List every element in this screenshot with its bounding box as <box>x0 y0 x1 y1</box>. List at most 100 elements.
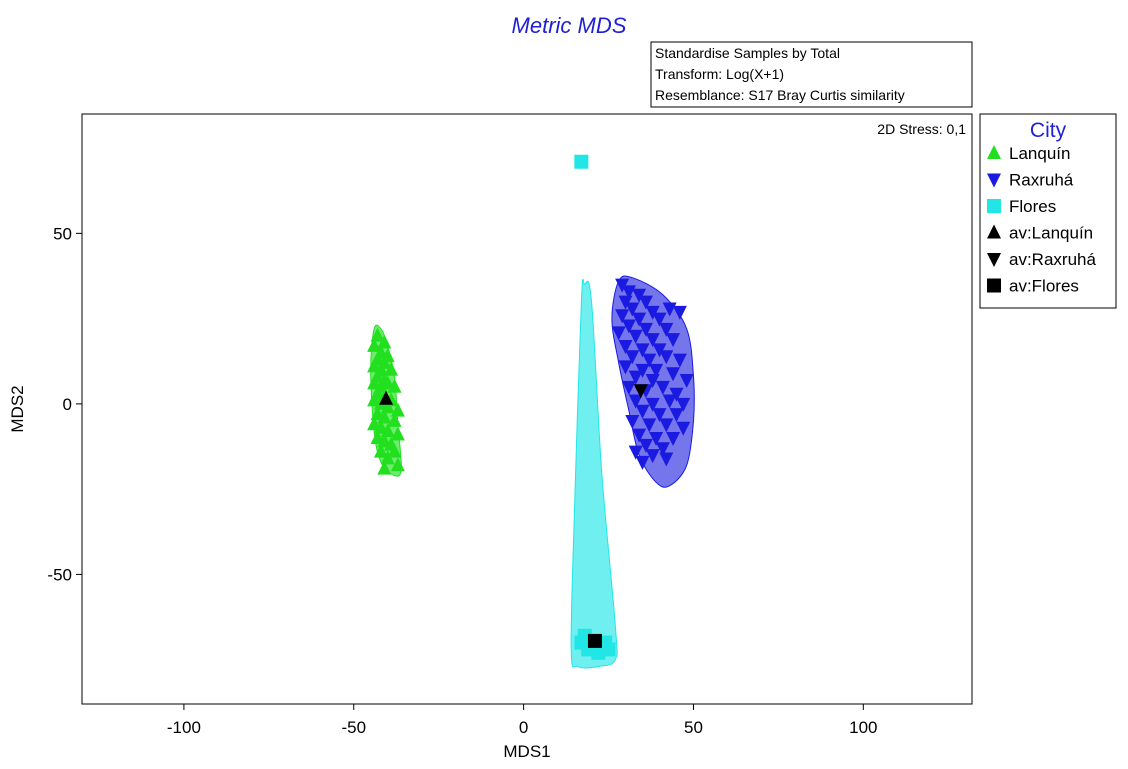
data-point-raxruha <box>638 322 653 337</box>
data-point-raxruha <box>672 353 687 368</box>
legend-label: av:Flores <box>1009 277 1079 296</box>
data-point-raxruha <box>669 408 684 423</box>
data-point-raxruha <box>655 380 670 395</box>
legend-marker-lanquin <box>987 144 1001 159</box>
x-tick-label: 50 <box>684 718 703 737</box>
data-point-raxruha <box>618 339 633 354</box>
data-point-raxruha <box>632 428 647 443</box>
y-tick-label: -50 <box>47 565 72 584</box>
chart-title: Metric MDS <box>512 13 627 38</box>
data-point-raxruha <box>645 374 660 389</box>
data-point-raxruha <box>676 397 691 412</box>
annotation-line-1: Standardise Samples by Total <box>655 45 840 61</box>
data-point-raxruha <box>635 343 650 358</box>
y-tick-label: 0 <box>63 395 72 414</box>
data-point-raxruha <box>649 432 664 447</box>
data-point-lanquin <box>387 378 402 393</box>
data-point-raxruha <box>638 438 653 453</box>
legend-label: Raxruhá <box>1009 171 1074 190</box>
annotation-box-frame <box>650 41 973 108</box>
data-point-flores <box>574 154 589 169</box>
legend-item-av-raxruha: av:Raxruhá <box>987 250 1096 269</box>
data-point-raxruha <box>642 353 657 368</box>
y-axis-label: MDS2 <box>8 385 27 432</box>
flores-cluster-hull <box>570 278 618 669</box>
x-tick-label: 100 <box>849 718 877 737</box>
legend-marker-av-lanquin <box>987 224 1001 239</box>
data-point-raxruha <box>666 367 681 382</box>
data-point-raxruha <box>628 329 643 344</box>
data-point-lanquin <box>367 337 382 352</box>
legend-item-av-lanquin: av:Lanquín <box>987 224 1093 243</box>
legend-item-flores: Flores <box>987 197 1056 216</box>
average-point-lanquin <box>379 390 394 405</box>
annotation-line-3: Resemblance: S17 Bray Curtis similarity <box>655 87 905 103</box>
data-point-raxruha <box>645 397 660 412</box>
legend-marker-flores <box>987 199 1001 213</box>
y-axis: -50 0 50 <box>47 224 82 584</box>
data-point-raxruha <box>645 333 660 348</box>
data-point-raxruha <box>662 394 677 409</box>
x-tick-label: 0 <box>519 718 528 737</box>
data-point-raxruha <box>635 404 650 419</box>
series-raxruha <box>611 278 694 470</box>
data-point-raxruha <box>618 360 633 375</box>
annotation-box: Standardise Samples by Total Transform: … <box>650 41 973 108</box>
data-point-raxruha <box>679 374 694 389</box>
legend-label: av:Raxruhá <box>1009 250 1096 269</box>
legend-item-lanquin: Lanquín <box>987 144 1070 163</box>
data-point-raxruha <box>625 414 640 429</box>
data-point-flores <box>591 645 606 660</box>
legend-marker-raxruha <box>987 173 1001 188</box>
series-av-flores <box>587 633 602 648</box>
data-point-raxruha <box>676 421 691 436</box>
x-tick-label: -50 <box>341 718 366 737</box>
data-point-raxruha <box>625 350 640 365</box>
data-point-lanquin <box>377 460 392 475</box>
data-point-raxruha <box>635 455 650 470</box>
data-point-lanquin <box>384 361 399 376</box>
data-point-raxruha <box>611 326 626 341</box>
x-tick-label: -100 <box>167 718 201 737</box>
data-point-raxruha <box>655 442 670 457</box>
series-av-lanquin <box>379 390 394 405</box>
legend-label: Lanquín <box>1009 144 1070 163</box>
data-point-raxruha <box>632 312 647 327</box>
data-point-raxruha <box>638 295 653 310</box>
data-point-raxruha <box>659 418 674 433</box>
legend-frame <box>979 113 1117 309</box>
data-point-lanquin <box>390 457 405 472</box>
annotation-line-2: Transform: Log(X+1) <box>655 66 784 82</box>
data-point-raxruha <box>621 380 636 395</box>
legend-marker-av-flores <box>987 278 1001 293</box>
data-point-raxruha <box>628 394 643 409</box>
legend-items: Lanquín Raxruhá Flores av:Lanquín av:Raxruhá… <box>987 144 1096 296</box>
average-point-raxruha <box>633 384 648 399</box>
series-lanquin <box>367 327 405 475</box>
data-point-raxruha <box>672 305 687 320</box>
data-point-raxruha <box>652 312 667 327</box>
legend-label: Flores <box>1009 197 1056 216</box>
series-av-raxruha <box>633 384 648 399</box>
legend-label: av:Lanquín <box>1009 224 1093 243</box>
plot-area: 2D Stress: 0,1 <box>81 113 973 705</box>
data-point-raxruha <box>659 452 674 467</box>
data-point-raxruha <box>625 302 640 317</box>
legend-item-raxruha: Raxruhá <box>987 171 1074 190</box>
data-point-raxruha <box>649 363 664 378</box>
data-point-raxruha <box>666 333 681 348</box>
legend-title: City <box>1030 119 1067 142</box>
data-point-lanquin <box>390 426 405 441</box>
data-point-raxruha <box>659 322 674 337</box>
data-point-raxruha <box>645 449 660 464</box>
data-point-lanquin <box>387 412 402 427</box>
x-axis-label: MDS1 <box>503 742 550 761</box>
data-point-raxruha <box>652 408 667 423</box>
data-point-raxruha <box>615 309 630 324</box>
legend: City Lanquín Raxruhá Flores av:Lanquín av:Ra… <box>979 113 1117 309</box>
plot-frame <box>81 113 973 705</box>
data-point-raxruha <box>628 445 643 460</box>
data-point-lanquin <box>373 443 388 458</box>
x-axis: -100 -50 0 50 100 <box>167 704 877 737</box>
